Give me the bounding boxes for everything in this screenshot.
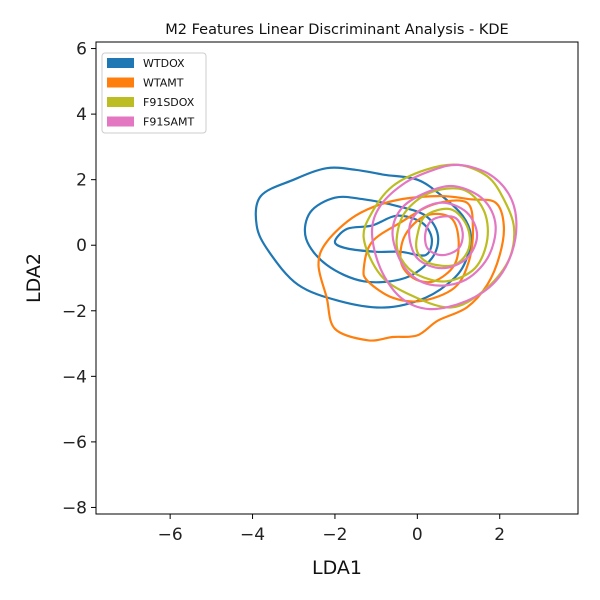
y-tick-label: −6 bbox=[62, 433, 87, 453]
x-axis-label: LDA1 bbox=[312, 557, 362, 579]
y-tick-label: 4 bbox=[76, 105, 87, 125]
y-tick-label: −4 bbox=[62, 367, 87, 387]
legend-frame bbox=[101, 52, 207, 134]
x-tick-label: 0 bbox=[412, 525, 423, 545]
legend-swatch-f91samt bbox=[107, 116, 134, 127]
legend: WTDOX WTAMT F91SDOX F91SAMT bbox=[101, 52, 207, 134]
contour-f91samt-level-1 bbox=[370, 163, 518, 311]
x-tick-label: −2 bbox=[322, 525, 347, 545]
x-axis-ticks: −6 −4 −2 0 2 bbox=[158, 514, 505, 545]
y-tick-label: 2 bbox=[76, 171, 87, 191]
plot-frame bbox=[95, 41, 579, 515]
x-tick-label: 2 bbox=[494, 525, 505, 545]
contour-wtdox-level-2 bbox=[303, 195, 440, 284]
y-tick-label: 0 bbox=[76, 236, 87, 256]
chart-title: M2 Features Linear Discriminant Analysis… bbox=[165, 22, 508, 38]
legend-label-wtamt: WTAMT bbox=[143, 77, 184, 90]
y-axis-ticks: −8 −6 −4 −2 0 2 4 6 bbox=[62, 40, 96, 518]
legend-label-wtdox: WTDOX bbox=[143, 57, 185, 70]
series-f91samt bbox=[370, 163, 518, 311]
contour-f91sdox-level-2 bbox=[395, 187, 489, 283]
legend-label-f91sdox: F91SDOX bbox=[143, 96, 195, 109]
contour-f91samt-level-2 bbox=[391, 184, 497, 287]
legend-label-f91samt: F91SAMT bbox=[143, 116, 195, 129]
y-tick-label: −8 bbox=[62, 498, 87, 518]
contours-layer bbox=[254, 163, 518, 342]
legend-swatch-wtamt bbox=[107, 77, 134, 88]
contour-f91sdox-level-3 bbox=[414, 207, 472, 268]
series-f91sdox bbox=[362, 163, 516, 309]
x-tick-label: −6 bbox=[158, 525, 183, 545]
contour-f91sdox-level-1 bbox=[362, 163, 516, 309]
contour-f91samt-level-4 bbox=[423, 215, 464, 257]
legend-swatch-wtdox bbox=[107, 58, 134, 68]
y-tick-label: 6 bbox=[76, 40, 87, 60]
y-tick-label: −2 bbox=[62, 302, 87, 322]
contour-wtamt-level-2 bbox=[362, 199, 475, 303]
contour-wtamt-level-1 bbox=[317, 194, 506, 342]
y-axis-label: LDA2 bbox=[23, 253, 45, 303]
legend-swatch-f91sdox bbox=[107, 97, 134, 107]
x-tick-label: −4 bbox=[240, 525, 265, 545]
contour-f91samt-level-3 bbox=[408, 201, 479, 270]
